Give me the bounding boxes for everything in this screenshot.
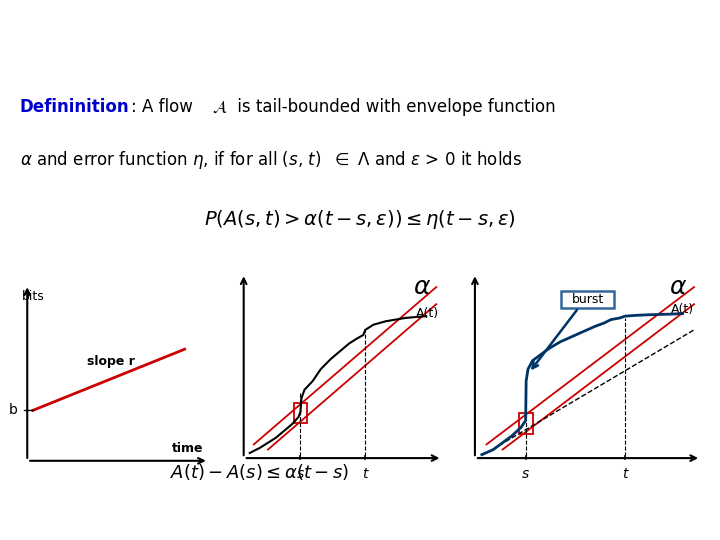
- Text: YOU ARE THE PRIDE: YOU ARE THE PRIDE: [70, 44, 132, 49]
- Text: $\mathcal{A}$: $\mathcal{A}$: [212, 98, 228, 116]
- Text: Tailbounded Arrival curve: Tailbounded Arrival curve: [241, 23, 680, 52]
- Text: Defininition: Defininition: [20, 98, 130, 116]
- Text: $\alpha$: $\alpha$: [669, 275, 687, 299]
- Text: $A(t) - A(s) \leq \alpha(t-s)$: $A(t) - A(s) \leq \alpha(t-s)$: [170, 462, 348, 483]
- Text: t: t: [622, 467, 628, 481]
- Text: bits: bits: [22, 290, 45, 303]
- Text: t: t: [363, 467, 368, 481]
- Text: $\alpha$ and error function $\eta$, if for all ($s$, $t$)  $\in$ $\Lambda$ and $: $\alpha$ and error function $\eta$, if f…: [20, 149, 522, 171]
- Text: b: b: [9, 403, 18, 417]
- Text: 25: 25: [671, 518, 698, 537]
- Text: Computer Engineering: Computer Engineering: [71, 64, 131, 69]
- Text: : A flow: : A flow: [130, 98, 198, 116]
- Text: s: s: [297, 467, 304, 481]
- Text: HOUSTON: HOUSTON: [46, 21, 156, 40]
- FancyBboxPatch shape: [562, 292, 614, 308]
- Text: A(t): A(t): [671, 303, 694, 316]
- Text: slope r: slope r: [86, 355, 135, 368]
- Text: $P(A(s,t) > \alpha(t-s,\varepsilon)) \leq \eta(t-s,\varepsilon)$: $P(A(s,t) > \alpha(t-s,\varepsilon)) \le…: [204, 208, 516, 231]
- Bar: [294, 402, 307, 423]
- Text: time: time: [171, 442, 203, 455]
- Text: U N I V E R S I T Y  o f: U N I V E R S I T Y o f: [67, 5, 135, 10]
- Text: is tail-bounded with envelope function: is tail-bounded with envelope function: [232, 98, 555, 116]
- Text: $\alpha$: $\alpha$: [413, 275, 431, 299]
- Text: s: s: [522, 467, 529, 481]
- Text: A(t): A(t): [416, 307, 439, 320]
- Text: Department of Electrical and: Department of Electrical and: [63, 53, 139, 58]
- Bar: [518, 413, 533, 434]
- Text: burst: burst: [572, 293, 604, 306]
